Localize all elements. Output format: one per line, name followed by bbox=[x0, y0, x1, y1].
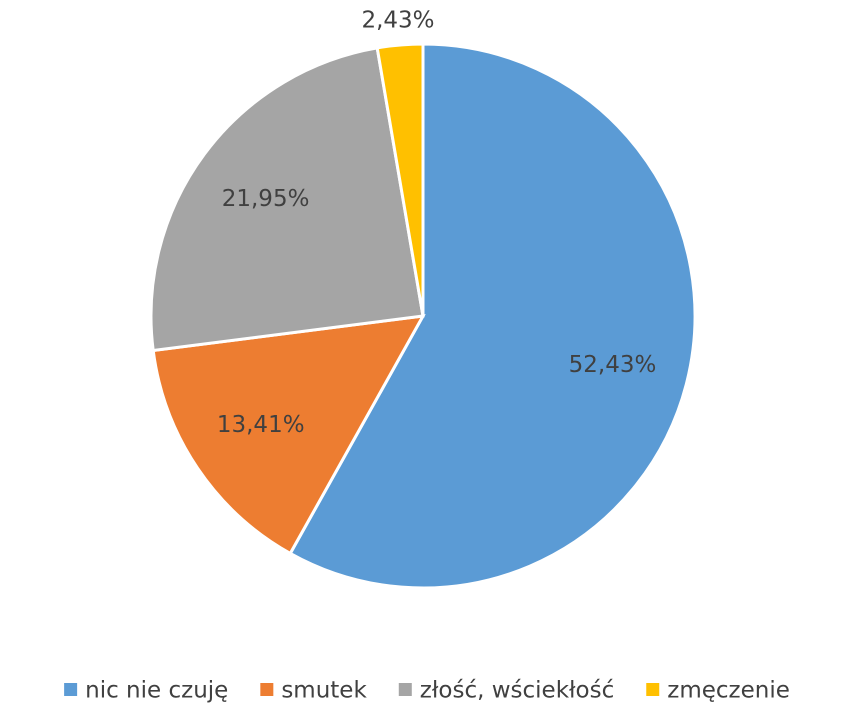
pie-slice bbox=[288, 42, 697, 590]
data-label: 13,41% bbox=[217, 412, 305, 438]
legend-swatch bbox=[260, 683, 274, 696]
data-label: 21,95% bbox=[222, 186, 310, 212]
legend-label: zmęczenie bbox=[667, 678, 790, 704]
legend-swatch bbox=[646, 683, 660, 696]
data-label: 52,43% bbox=[569, 352, 657, 378]
pie-slice bbox=[375, 42, 425, 317]
legend-label: nic nie czuję bbox=[85, 678, 228, 704]
data-label: 2,43% bbox=[361, 8, 434, 34]
legend-swatch bbox=[64, 683, 78, 696]
legend-swatch bbox=[398, 683, 412, 696]
pie-slice bbox=[149, 46, 425, 353]
legend-label: smutek bbox=[281, 678, 367, 704]
pie-slice bbox=[151, 314, 426, 556]
legend-label: złość, wściekłość bbox=[420, 678, 614, 704]
